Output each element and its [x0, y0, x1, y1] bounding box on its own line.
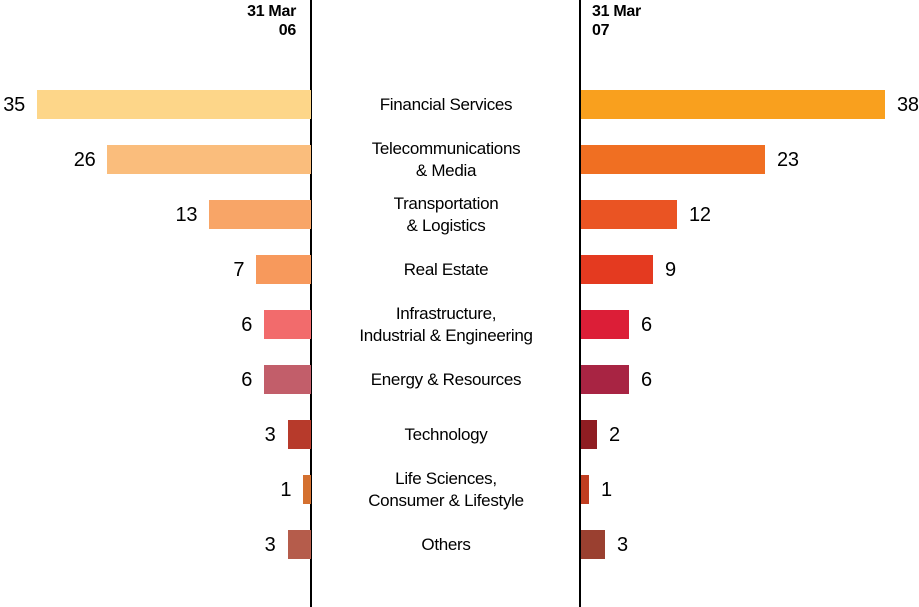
value-2006-infrastructure-industrial-engineering: 6	[241, 313, 253, 336]
bar-2006-life-sciences-consumer-lifestyle	[303, 475, 311, 504]
value-2006-transportation-logistics: 13	[175, 203, 198, 226]
value-2007-others: 3	[617, 533, 628, 556]
value-2006-real-estate: 7	[233, 258, 245, 281]
value-2007-infrastructure-industrial-engineering: 6	[641, 313, 652, 336]
value-2007-transportation-logistics: 12	[689, 203, 711, 226]
bar-2007-technology	[581, 420, 597, 449]
value-2007-energy-resources: 6	[641, 368, 652, 391]
bar-2006-energy-resources	[264, 365, 311, 394]
bar-2007-infrastructure-industrial-engineering	[581, 310, 629, 339]
right-axis-line	[579, 0, 581, 607]
value-2006-life-sciences-consumer-lifestyle: 1	[280, 478, 292, 501]
category-label-life-sciences-consumer-lifestyle: Life Sciences, Consumer & Lifestyle	[368, 468, 524, 510]
value-2007-technology: 2	[609, 423, 620, 446]
category-label-telecommunications-media: Telecommunications & Media	[371, 138, 521, 180]
bar-2007-real-estate	[581, 255, 653, 284]
bar-2006-telecommunications-media	[107, 145, 311, 174]
value-2007-real-estate: 9	[665, 258, 676, 281]
bar-2006-financial-services	[36, 90, 311, 119]
value-2006-technology: 3	[264, 423, 276, 446]
value-2006-others: 3	[264, 533, 276, 556]
value-2006-financial-services: 35	[3, 93, 25, 116]
value-2006-telecommunications-media: 26	[73, 148, 96, 171]
bar-2006-technology	[287, 420, 311, 449]
category-label-technology: Technology	[404, 424, 488, 444]
bar-2007-telecommunications-media	[581, 145, 765, 174]
bar-2007-financial-services	[581, 90, 885, 119]
category-label-energy-resources: Energy & Resources	[370, 369, 522, 389]
right-column-header: 31 Mar 07	[592, 3, 641, 39]
bar-2006-transportation-logistics	[209, 200, 311, 229]
left-axis-line	[310, 0, 312, 607]
value-2006-energy-resources: 6	[241, 368, 253, 391]
value-2007-telecommunications-media: 23	[777, 148, 799, 171]
bar-2006-others	[287, 530, 311, 559]
bar-2007-energy-resources	[581, 365, 629, 394]
bar-2006-real-estate	[256, 255, 311, 284]
bar-2007-transportation-logistics	[581, 200, 677, 229]
left-column-header: 31 Mar 06	[247, 3, 296, 39]
bar-2006-infrastructure-industrial-engineering	[264, 310, 311, 339]
category-label-infrastructure-industrial-engineering: Infrastructure, Industrial & Engineering	[359, 303, 533, 345]
bar-2007-life-sciences-consumer-lifestyle	[581, 475, 589, 504]
category-label-transportation-logistics: Transportation & Logistics	[393, 193, 499, 235]
category-label-financial-services: Financial Services	[379, 94, 513, 114]
bar-2007-others	[581, 530, 605, 559]
category-label-real-estate: Real Estate	[403, 259, 489, 279]
value-2007-financial-services: 38	[897, 93, 919, 116]
category-label-others: Others	[421, 534, 471, 554]
value-2007-life-sciences-consumer-lifestyle: 1	[601, 478, 612, 501]
